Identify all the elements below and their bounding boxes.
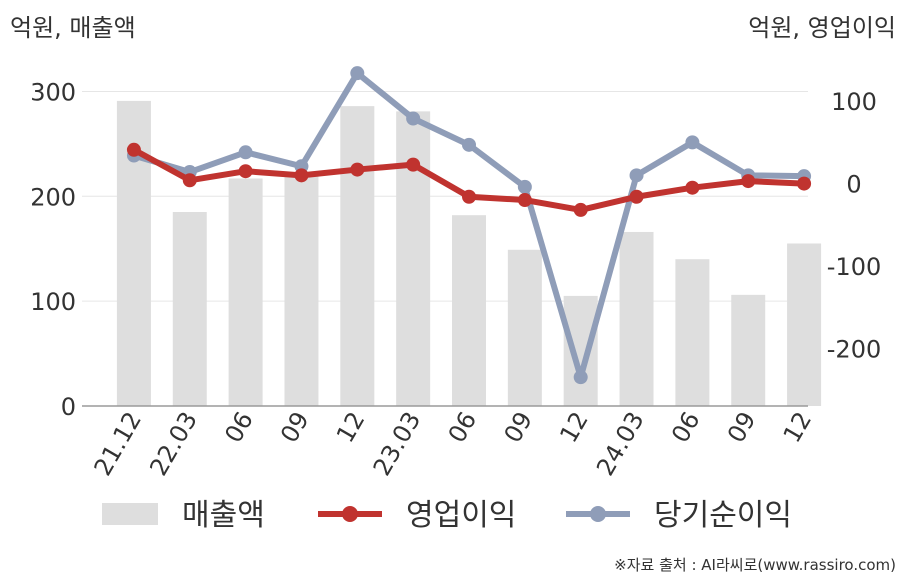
x-tick-label: 06	[443, 407, 483, 447]
x-tick-label: 06	[666, 407, 706, 447]
data-point	[126, 142, 141, 157]
x-tick-label: 24.03	[591, 407, 650, 481]
left-axis-label: 억원, 매출액	[10, 14, 136, 42]
data-point	[294, 168, 309, 183]
bar	[228, 178, 263, 406]
data-point	[406, 111, 421, 126]
data-point	[517, 179, 532, 194]
data-point	[629, 168, 644, 183]
data-point	[573, 370, 588, 385]
data-point	[462, 137, 476, 152]
legend-label: 당기순이익	[654, 498, 792, 533]
left-axis-ticks: 0 100 200 300	[30, 78, 76, 421]
data-point	[182, 173, 197, 188]
right-tick-label: -200	[827, 335, 881, 363]
data-point	[406, 157, 421, 172]
legend-marker	[590, 506, 606, 522]
data-point	[350, 162, 365, 177]
x-tick-label: 12	[554, 407, 594, 447]
bar	[675, 259, 710, 406]
right-tick-label: 100	[831, 88, 877, 116]
left-tick-label: 300	[30, 78, 76, 106]
right-axis-label: 억원, 영업이익	[748, 14, 896, 42]
data-point	[462, 189, 476, 204]
x-tick-label: 09	[275, 407, 315, 447]
legend-label: 영업이익	[406, 498, 516, 533]
bar	[731, 294, 766, 406]
x-tick-label: 12	[778, 407, 818, 447]
data-point	[238, 164, 253, 179]
data-point	[573, 202, 588, 217]
bar	[452, 215, 486, 406]
bar	[284, 175, 319, 406]
source-note: ※자료 출처 : AI라씨로(www.rassiro.com)	[614, 556, 896, 574]
legend-swatch	[102, 503, 158, 525]
x-tick-label: 12	[331, 407, 371, 447]
data-point	[517, 193, 532, 208]
right-tick-label: -100	[827, 253, 881, 281]
x-tick-label: 21.12	[89, 407, 148, 481]
x-tick-label: 09	[499, 407, 539, 447]
data-point	[350, 66, 365, 81]
x-tick-label: 09	[722, 407, 762, 447]
data-point	[741, 174, 756, 189]
bar	[172, 212, 207, 406]
right-axis-ticks: -200 -100 0 100	[827, 88, 881, 363]
data-point	[629, 189, 644, 204]
bar	[563, 295, 598, 406]
left-tick-label: 0	[61, 393, 76, 421]
data-point	[797, 176, 812, 191]
bar	[619, 231, 654, 406]
left-tick-label: 200	[30, 183, 76, 211]
left-tick-label: 100	[30, 288, 76, 316]
legend: 매출액 영업이익 당기순이익	[102, 498, 792, 533]
data-point	[685, 180, 700, 195]
bar	[787, 243, 822, 406]
data-point	[238, 145, 253, 160]
bar	[396, 111, 431, 406]
legend-label: 매출액	[182, 498, 265, 533]
x-tick-label: 06	[219, 407, 259, 447]
right-tick-label: 0	[846, 171, 861, 199]
data-point	[685, 135, 700, 150]
x-tick-label: 22.03	[144, 407, 203, 481]
line-series	[126, 66, 812, 385]
bar	[507, 249, 542, 406]
bar	[340, 106, 375, 406]
x-tick-label: 23.03	[368, 407, 427, 481]
bar-series	[116, 100, 822, 407]
legend-marker	[342, 506, 358, 522]
